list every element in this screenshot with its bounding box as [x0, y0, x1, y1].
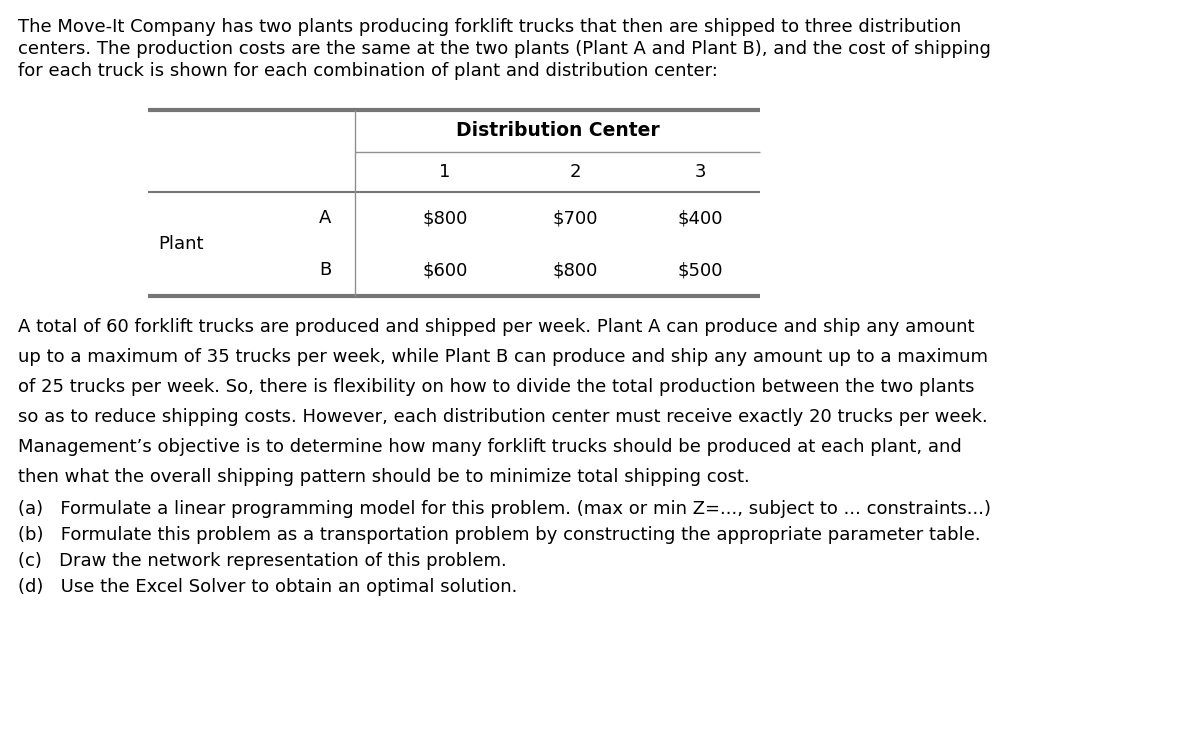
Text: (a)   Formulate a linear programming model for this problem. (max or min Z=..., : (a) Formulate a linear programming model…	[18, 500, 991, 518]
Text: centers. The production costs are the same at the two plants (Plant A and Plant : centers. The production costs are the sa…	[18, 40, 991, 58]
Text: 1: 1	[439, 163, 451, 181]
Text: Distribution Center: Distribution Center	[456, 121, 659, 141]
Text: (c)   Draw the network representation of this problem.: (c) Draw the network representation of t…	[18, 552, 506, 570]
Text: Plant: Plant	[158, 235, 204, 253]
Text: of 25 trucks per week. So, there is flexibility on how to divide the total produ: of 25 trucks per week. So, there is flex…	[18, 378, 974, 396]
Text: A: A	[319, 209, 331, 227]
Text: (b)   Formulate this problem as a transportation problem by constructing the app: (b) Formulate this problem as a transpor…	[18, 526, 980, 544]
Text: for each truck is shown for each combination of plant and distribution center:: for each truck is shown for each combina…	[18, 62, 718, 80]
Text: $700: $700	[552, 209, 598, 227]
Text: so as to reduce shipping costs. However, each distribution center must receive e: so as to reduce shipping costs. However,…	[18, 408, 988, 426]
Text: 2: 2	[569, 163, 581, 181]
Text: $600: $600	[422, 261, 468, 279]
Text: B: B	[319, 261, 331, 279]
Text: then what the overall shipping pattern should be to minimize total shipping cost: then what the overall shipping pattern s…	[18, 468, 750, 486]
Text: The Move-It Company has two plants producing forklift trucks that then are shipp: The Move-It Company has two plants produ…	[18, 18, 961, 36]
Text: Management’s objective is to determine how many forklift trucks should be produc: Management’s objective is to determine h…	[18, 438, 961, 456]
Text: $800: $800	[552, 261, 598, 279]
Text: 3: 3	[695, 163, 706, 181]
Text: $800: $800	[422, 209, 468, 227]
Text: up to a maximum of 35 trucks per week, while Plant B can produce and ship any am: up to a maximum of 35 trucks per week, w…	[18, 348, 988, 366]
Text: A total of 60 forklift trucks are produced and shipped per week. Plant A can pro: A total of 60 forklift trucks are produc…	[18, 318, 974, 336]
Text: $500: $500	[677, 261, 722, 279]
Text: (d)   Use the Excel Solver to obtain an optimal solution.: (d) Use the Excel Solver to obtain an op…	[18, 578, 517, 596]
Text: $400: $400	[677, 209, 722, 227]
